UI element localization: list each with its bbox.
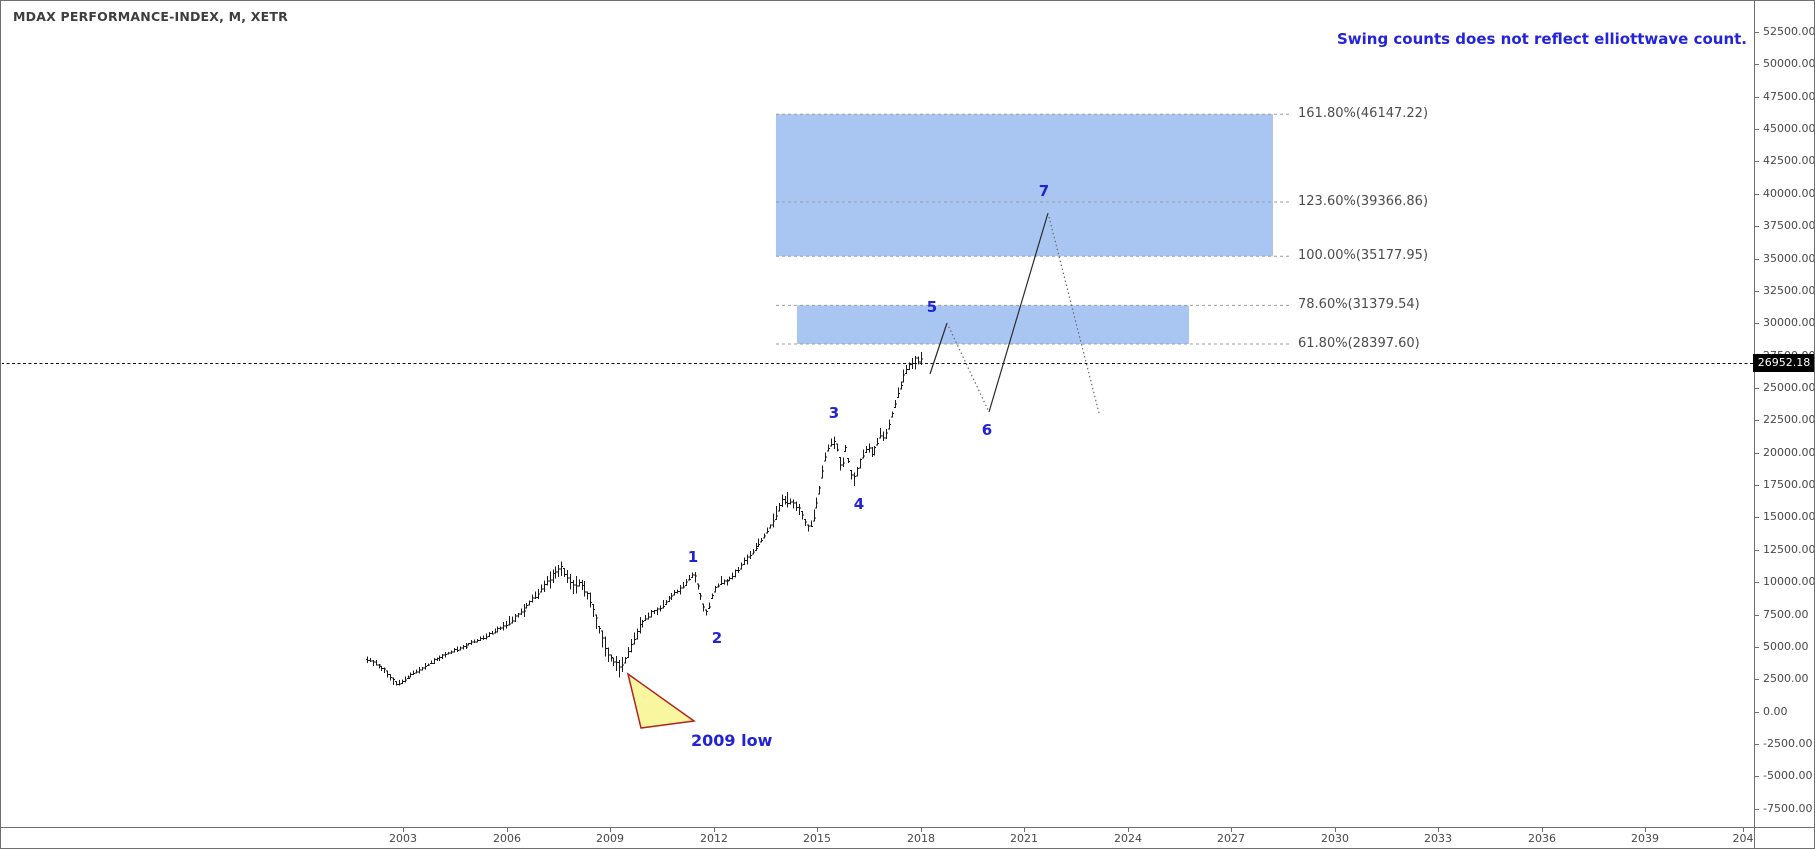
swing-projection-line[interactable] (1047, 212, 1100, 414)
swing-count-5[interactable]: 5 (926, 298, 938, 316)
time-tick-label: 2036 (1528, 832, 1556, 845)
time-tick-label: 2006 (493, 832, 521, 845)
time-tick-label: 204 (1732, 832, 1754, 845)
fib-level-label: 123.60%(39366.86) (1298, 194, 1429, 209)
price-tick-label: 2500.00 (1763, 672, 1809, 685)
price-tick-label: 30000.00 (1763, 316, 1815, 329)
swing-projection-line[interactable] (988, 212, 1049, 413)
fib-level-label: 61.80%(28397.60) (1298, 336, 1420, 351)
swing-count-1[interactable]: 1 (687, 548, 699, 566)
time-tick-label: 2009 (596, 832, 624, 845)
price-tick-label: 37500.00 (1763, 219, 1815, 232)
swing-count-2[interactable]: 2 (711, 629, 723, 647)
price-tick-label: 15000.00 (1763, 510, 1815, 523)
triangle-marker[interactable] (626, 672, 696, 729)
swing-count-4[interactable]: 4 (853, 495, 865, 513)
price-tick-label: 17500.00 (1763, 478, 1815, 491)
price-tick-label: 5000.00 (1763, 640, 1809, 653)
time-tick-label: 2012 (700, 832, 728, 845)
price-tick-label: 22500.00 (1763, 413, 1815, 426)
fib-level-label: 161.80%(46147.22) (1298, 106, 1429, 121)
price-tick-label: 0.00 (1763, 705, 1788, 718)
price-tick-label: -2500.00 (1763, 737, 1813, 750)
swing-count-6[interactable]: 6 (981, 421, 993, 439)
price-tick-label: 12500.00 (1763, 543, 1815, 556)
time-tick-label: 2015 (803, 832, 831, 845)
chart-title: MDAX PERFORMANCE-INDEX, M, XETR (13, 9, 288, 24)
time-tick-label: 2003 (389, 832, 417, 845)
price-tick-label: -5000.00 (1763, 769, 1813, 782)
price-tick-label: 35000.00 (1763, 252, 1815, 265)
price-tick-label: 40000.00 (1763, 187, 1815, 200)
fib-band-small[interactable] (797, 305, 1189, 344)
price-tick-label: 20000.00 (1763, 446, 1815, 459)
price-tick-label: 52500.00 (1763, 25, 1815, 38)
time-tick-label: 2024 (1114, 832, 1142, 845)
swing-count-3[interactable]: 3 (828, 404, 840, 422)
swing-projection-line[interactable] (929, 322, 948, 375)
fib-band-large[interactable] (776, 114, 1273, 257)
swing-count-7[interactable]: 7 (1038, 182, 1050, 200)
price-tick-label: 32500.00 (1763, 284, 1815, 297)
time-tick-label: 2033 (1424, 832, 1452, 845)
price-tick-label: 10000.00 (1763, 575, 1815, 588)
price-tick-label: -7500.00 (1763, 802, 1813, 815)
time-axis[interactable]: 2003 2006 2009 2012 2015 2018 2021 2024 2027 2030… (1, 827, 1755, 848)
price-tick-label: 45000.00 (1763, 122, 1815, 135)
time-tick-label: 2030 (1321, 832, 1349, 845)
price-tick-label: 7500.00 (1763, 608, 1809, 621)
price-axis[interactable]: 52500.00 50000.00 47500.00 45000.00 42500.00… (1, 1, 1815, 827)
fib-level-label: 100.00%(35177.95) (1298, 248, 1429, 263)
swing-projection-line[interactable] (946, 322, 990, 413)
price-tick-label: 25000.00 (1763, 381, 1815, 394)
notice-text: Swing counts does not reflect elliottwav… (1336, 30, 1747, 48)
fib-level-label: 78.60%(31379.54) (1298, 297, 1420, 312)
time-tick-label: 2021 (1010, 832, 1038, 845)
price-bars (365, 351, 924, 686)
price-tick-label: 42500.00 (1763, 154, 1815, 167)
last-price-label: 26952.18 (1753, 354, 1814, 372)
time-tick-label: 2027 (1217, 832, 1245, 845)
time-tick-label: 2039 (1631, 832, 1659, 845)
price-tick-label: 47500.00 (1763, 90, 1815, 103)
price-tick-label: 50000.00 (1763, 57, 1815, 70)
annotation-2009-low[interactable]: 2009 low (691, 731, 773, 750)
time-tick-label: 2018 (907, 832, 935, 845)
